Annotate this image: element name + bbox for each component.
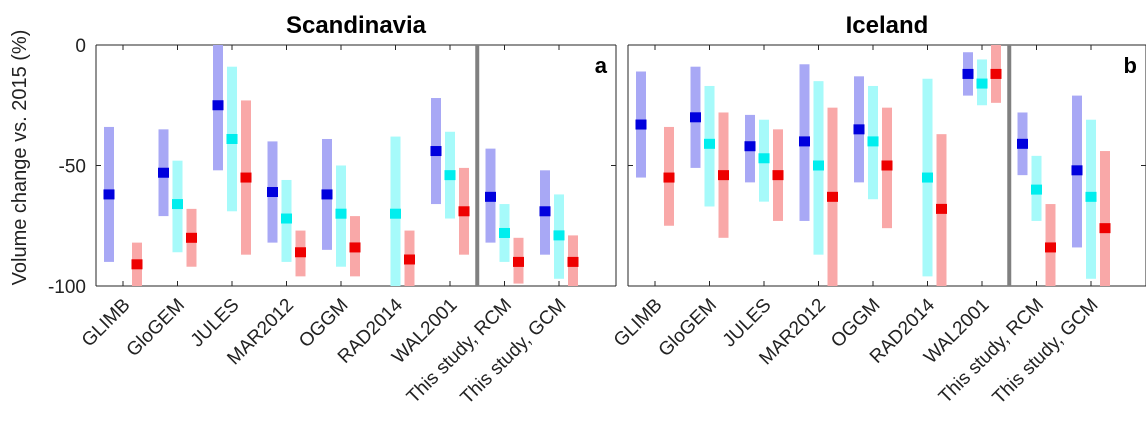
y-tick-label: -50 bbox=[59, 157, 86, 178]
panel-2-separator bbox=[1007, 45, 1012, 286]
panel-1-median-marker bbox=[103, 189, 115, 200]
panel-2-median-marker bbox=[772, 170, 784, 181]
panel-2-median-marker bbox=[663, 172, 675, 183]
panel-2-category-label: GloGEM bbox=[655, 295, 721, 361]
panel-2-median-marker bbox=[827, 191, 838, 202]
panel-1-median-marker bbox=[567, 256, 579, 267]
panel-2-median-marker bbox=[758, 153, 770, 164]
panel-1-median-marker bbox=[444, 170, 456, 181]
panel-1-median-marker bbox=[458, 206, 470, 217]
panel-2-median-marker bbox=[799, 136, 810, 147]
panel-2-median-marker bbox=[1071, 165, 1083, 176]
panel-2-median-marker bbox=[1099, 223, 1111, 234]
panel-1-median-marker bbox=[172, 199, 183, 210]
panel-2-median-marker bbox=[1085, 191, 1097, 202]
panel-1-median-marker bbox=[212, 100, 224, 111]
y-tick-label: 0 bbox=[75, 36, 86, 57]
panel-2-median-marker bbox=[1045, 242, 1056, 253]
panel-1-median-marker bbox=[539, 206, 551, 217]
panel-2-median-marker bbox=[936, 203, 947, 214]
panel-2-median-marker bbox=[867, 136, 879, 147]
panel-2-median-marker bbox=[690, 112, 701, 123]
panel-1-median-marker bbox=[226, 133, 238, 144]
panel-2-median-marker bbox=[962, 68, 974, 79]
panel-2-median-marker bbox=[976, 78, 988, 89]
panel-2-title: Iceland bbox=[846, 12, 929, 39]
panel-1-median-marker bbox=[131, 259, 143, 270]
panel-2-range-bar bbox=[1100, 151, 1110, 286]
panel-1-median-marker bbox=[404, 254, 415, 265]
panel-1-median-marker bbox=[390, 208, 401, 219]
panel-1-category-label: GloGEM bbox=[123, 295, 189, 361]
panel-2-median-marker bbox=[1031, 184, 1042, 195]
panel-1-median-marker bbox=[281, 213, 292, 224]
panel-1-median-marker bbox=[430, 146, 442, 157]
panel-1-median-marker bbox=[240, 172, 252, 183]
panel-1-median-marker bbox=[335, 208, 347, 219]
panel-1-median-marker bbox=[513, 256, 524, 267]
panel-2-median-marker bbox=[922, 172, 933, 183]
panel-1-median-marker bbox=[267, 187, 278, 198]
panel-1-median-marker bbox=[485, 191, 496, 202]
panel-2-label: b bbox=[1124, 53, 1137, 78]
panel-1-median-marker bbox=[186, 232, 197, 243]
panel-2-median-marker bbox=[1017, 138, 1028, 149]
panel-1-median-marker bbox=[499, 227, 510, 238]
panel-1-median-marker bbox=[158, 167, 169, 178]
panel-1-label: a bbox=[595, 53, 608, 78]
panel-2-median-marker bbox=[881, 160, 893, 171]
panel-1-median-marker bbox=[295, 247, 306, 258]
panel-2-median-marker bbox=[990, 68, 1002, 79]
panel-2-median-marker bbox=[813, 160, 824, 171]
panel-1-separator bbox=[475, 45, 480, 286]
panel-2-median-marker bbox=[704, 138, 715, 149]
panel-2-median-marker bbox=[744, 141, 756, 152]
panel-2-median-marker bbox=[635, 119, 647, 130]
panel-1-median-marker bbox=[349, 242, 361, 253]
y-tick-label: -100 bbox=[48, 277, 86, 298]
panel-1-median-marker bbox=[553, 230, 565, 241]
panel-1-title: Scandinavia bbox=[286, 12, 427, 39]
y-axis-label: Volume change vs. 2015 (%) bbox=[9, 30, 31, 286]
panel-1-median-marker bbox=[321, 189, 333, 200]
panel-2-median-marker bbox=[718, 170, 729, 181]
panel-2-median-marker bbox=[853, 124, 865, 135]
